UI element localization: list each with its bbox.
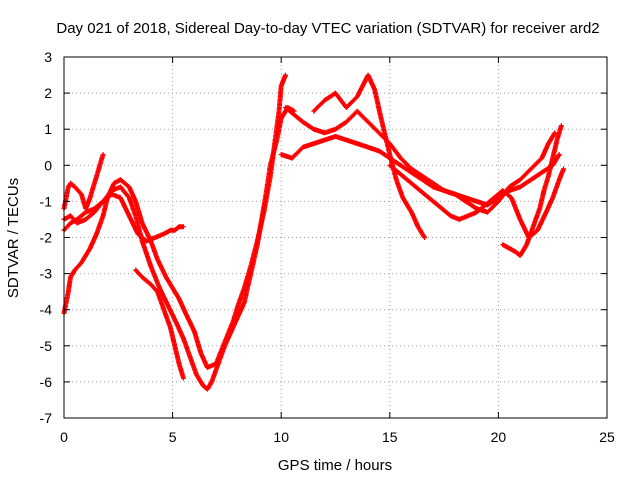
- x-tick-label: 15: [382, 429, 398, 445]
- x-tick-label: 10: [273, 429, 289, 445]
- axis-ticks: 0 5 10 15 20 25 -7 -6 -5 -4 -3 -2 -1 0 1 2 3: [40, 49, 615, 445]
- y-tick-label: 0: [44, 157, 52, 173]
- series-track-10: [500, 123, 564, 258]
- grid-lines: [64, 57, 607, 418]
- series-track-8: [311, 72, 428, 240]
- y-tick-label: 2: [44, 85, 52, 101]
- series-track-5: [133, 267, 186, 381]
- x-tick-label: 0: [60, 429, 68, 445]
- plot-frame: [63, 56, 608, 419]
- y-axis-label: SDTVAR / TECUs: [5, 178, 22, 298]
- y-tick-label: -4: [40, 302, 53, 318]
- data-series: [61, 72, 567, 392]
- y-tick-label: -3: [40, 266, 53, 282]
- y-tick-label: -1: [40, 193, 53, 209]
- series-markers: [61, 72, 288, 370]
- y-tick-label: -2: [40, 230, 53, 246]
- y-tick-label: 1: [44, 121, 52, 137]
- series-markers: [500, 123, 564, 258]
- series-track-6: [278, 133, 562, 208]
- series-track-2: [61, 72, 288, 370]
- series-markers: [133, 267, 186, 381]
- chart-title: Day 021 of 2018, Sidereal Day-to-day VTE…: [56, 20, 599, 37]
- x-axis-label: GPS time / hours: [278, 457, 392, 474]
- y-tick-label: -7: [40, 410, 53, 426]
- series-markers: [278, 133, 562, 208]
- series-markers: [387, 162, 567, 240]
- y-tick-label: 3: [44, 49, 52, 65]
- x-tick-label: 25: [599, 429, 615, 445]
- series-track-3: [61, 105, 297, 392]
- series-markers: [283, 105, 558, 215]
- series-markers: [61, 105, 297, 392]
- y-tick-label: -6: [40, 374, 53, 390]
- series-markers: [311, 72, 428, 240]
- series-track-7: [283, 105, 558, 215]
- x-tick-label: 5: [169, 429, 177, 445]
- x-tick-label: 20: [491, 429, 507, 445]
- y-tick-label: -5: [40, 338, 53, 354]
- series-track-9: [387, 162, 567, 240]
